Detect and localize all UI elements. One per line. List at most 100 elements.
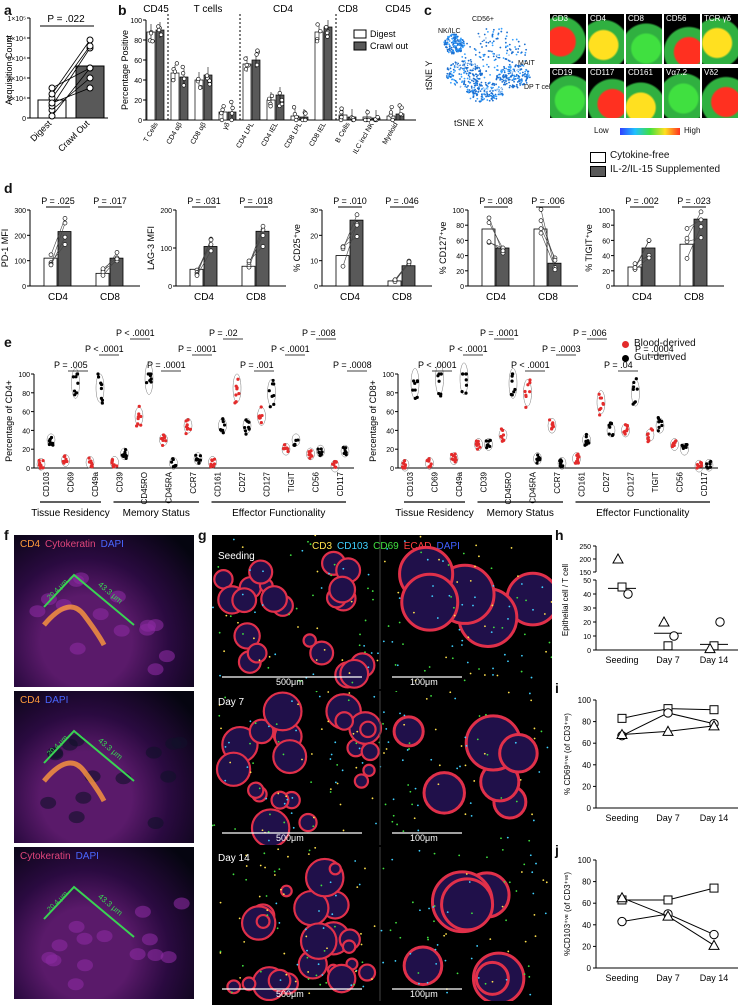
tsne-dot [446,72,449,75]
panel-e-point [559,458,563,462]
tsne-dot [446,38,449,41]
panel-g-tcell-dot [290,812,293,815]
panel-g-tcell-dot [474,596,476,599]
panel-d-point [486,239,492,245]
panel-e-point [413,388,417,392]
tsne-dot [452,71,455,74]
panel-label-f: f [4,527,9,543]
tsne-dot [506,68,509,71]
panel-e-violin [71,368,80,399]
tsne-dot [505,67,508,70]
marker-tile: CD8 [626,14,662,64]
panel-e-point [309,454,314,458]
panel-e-point [550,426,554,430]
panel-h-ytick: 0 [587,648,591,655]
tsne-dot [485,70,488,72]
panel-g-tcell-dot [520,871,523,873]
panel-h-ytick: 10 [583,634,591,641]
panel-g-tcell-dot [394,664,397,666]
panel-g-tcell-dot [342,829,345,832]
tsne-dot [482,58,484,61]
panel-e-pvalue: P < .0001 [116,328,155,338]
tsne-dot [495,95,498,98]
panel-g-tcell-dot [465,744,468,747]
panel-e-point [657,425,661,429]
panel-g-tcell-dot [409,952,412,955]
panel-d-point [208,237,214,243]
panel-e-point [121,454,126,459]
panel-g-tcell-dot [213,824,216,827]
tsne-dot [472,92,475,95]
panel-g-tcell-dot [334,741,337,744]
panel-d-bar [679,243,694,287]
panel-e-xtick: CD27 [238,471,247,492]
tsne-dot [515,53,518,56]
panel-g-tcell-dot [370,652,373,654]
panel-e-point [573,461,578,465]
panel-b-bar [146,31,156,121]
panel-label-c: c [424,2,432,18]
panel-g-tcell-dot [308,849,311,852]
panel-b-point [269,93,275,99]
panel-e-point [73,393,77,397]
panel-e-point [413,381,417,385]
tsne-dot [511,61,514,64]
tsne-dot [504,74,507,76]
panel-e-point [169,460,174,464]
tsne-cluster-dp: DP T cells [524,84,556,91]
panel-e-group-label: Memory Status [487,508,554,519]
tsne-dot [480,95,483,98]
panel-g-tcell-dot [298,679,300,682]
panel-e-point [111,463,115,467]
panel-g-tcell-dot [278,868,281,871]
panel-g-tcell-dot [508,881,511,884]
panel-e-point [537,456,541,460]
panel-g-tcell-dot [334,925,336,928]
panel-e-point [74,375,78,379]
panel-g-tcell-dot [245,865,248,867]
panel-g-tcell-dot [428,907,430,910]
panel-g-tcell-dot [291,700,293,703]
panel-e-violin [547,417,557,434]
panel-d-pvalue: P = .017 [93,196,127,206]
panel-e-xtick: CD56 [676,471,685,492]
tsne-dot [499,77,502,80]
tsne-dot [448,48,451,50]
panel-g-tcell-dot [356,730,359,733]
panel-g-tcell-dot [461,644,463,646]
tsne-dot [462,45,465,47]
panel-e-pvalue: P = .0001 [480,328,519,338]
tsne-dot [511,79,514,81]
panel-g-tcell-dot [414,679,417,682]
panel-e-point [450,457,454,461]
panel-g-tcell-dot [266,914,269,917]
tsne-dot [469,63,471,65]
panel-f-cell [69,642,86,655]
panel-g-tcell-dot [387,625,390,627]
tsne-dot [455,62,457,65]
tsne-dot [486,63,488,66]
panel-e-point [439,372,443,376]
tsne-dot [450,41,453,44]
small-chart-ylabel: % CD69⁺ᵛᵉ (of CD3⁺ᵛᵉ) [563,713,572,795]
panel-e-point [697,464,701,468]
panel-b-point [325,34,330,39]
tsne-dot [454,84,457,86]
panel-f-cell [147,619,164,632]
panel-e-ytick: 80 [386,391,394,398]
panel-e-point [296,438,300,442]
panel-g-tcell-dot [300,680,303,682]
panel-g-tcell-dot [535,862,537,865]
panel-d-point [538,207,544,212]
panel-g-tcell-dot [335,894,337,897]
panel-e-point [318,453,322,457]
panel-g-tcell-dot [545,881,548,884]
tsne-dot [453,82,456,85]
tsne-dot [508,60,511,63]
panel-g-tcell-dot [263,852,266,855]
tsne-dot [461,64,464,67]
tsne-dot [524,72,526,75]
panel-g-tcell-dot [506,836,509,839]
tsne-dot [506,49,509,52]
tsne-dot [472,80,475,83]
